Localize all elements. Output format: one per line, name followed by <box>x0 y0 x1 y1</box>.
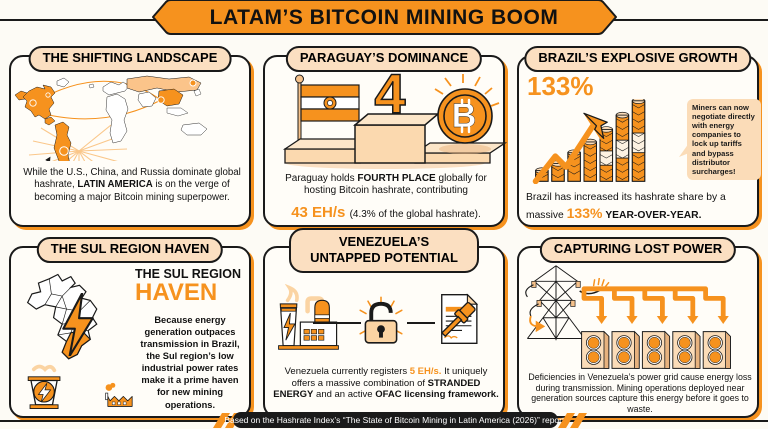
svg-text:B: B <box>452 97 477 135</box>
svg-text:4: 4 <box>374 71 405 125</box>
